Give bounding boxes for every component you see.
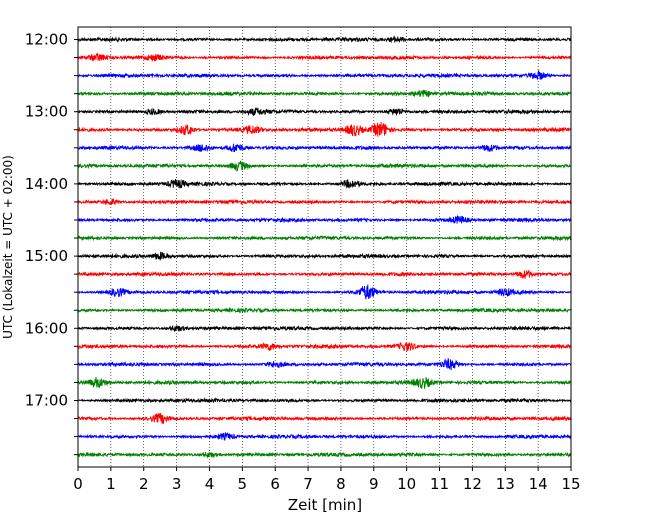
trace-1530	[77, 284, 572, 300]
x-tick-label: 11	[430, 475, 449, 493]
x-tick-label: 12	[463, 475, 482, 493]
y-tick-label: 16:00	[25, 319, 68, 337]
y-tick-label: 17:00	[25, 392, 68, 410]
trace-1730	[77, 431, 572, 441]
x-axis: 0 1 2 3 4 5 6 7 8 9 10 11 12 13 14 15	[73, 467, 581, 493]
x-tick-label: 2	[139, 475, 149, 493]
trace-1445	[77, 234, 572, 242]
trace-1215	[77, 52, 572, 62]
trace-1345	[77, 160, 572, 172]
trace-1515	[77, 269, 572, 279]
trace-1715	[77, 413, 572, 424]
trace-1545	[77, 306, 572, 314]
y-tick-label: 12:00	[25, 31, 68, 49]
trace-1415	[77, 198, 572, 206]
x-tick-label: 14	[529, 475, 548, 493]
trace-1600	[77, 324, 572, 333]
trace-1230	[77, 69, 572, 81]
x-tick-label: 9	[369, 475, 379, 493]
x-tick-label: 13	[496, 475, 515, 493]
y-tick-label: 14:00	[25, 175, 68, 193]
x-tick-label: 10	[397, 475, 416, 493]
x-tick-label: 5	[238, 475, 248, 493]
trace-1300	[77, 107, 572, 117]
vertical-grid	[110, 27, 539, 467]
trace-1700	[77, 397, 572, 404]
x-tick-label: 7	[303, 475, 313, 493]
y-tick-label: 15:00	[25, 247, 68, 265]
trace-1645	[77, 377, 572, 390]
x-tick-label: 4	[205, 475, 215, 493]
x-tick-label: 8	[336, 475, 346, 493]
trace-group	[77, 35, 572, 459]
x-tick-label: 3	[172, 475, 182, 493]
y-axis-label: UTC (Lokalzeit = UTC + 02:00)	[1, 155, 15, 339]
trace-1630	[77, 358, 572, 371]
x-tick-label: 0	[73, 475, 83, 493]
x-tick-label: 1	[106, 475, 116, 493]
trace-1315	[77, 121, 572, 137]
x-tick-label: 15	[561, 475, 580, 493]
trace-1245	[77, 89, 572, 98]
y-tick-label: 13:00	[25, 103, 68, 121]
trace-1745	[77, 451, 572, 459]
trace-1400	[77, 178, 572, 189]
trace-1200	[77, 35, 572, 44]
trace-1330	[77, 143, 572, 153]
plot-frame	[77, 26, 572, 468]
trace-1430	[77, 215, 572, 224]
trace-1500	[77, 251, 572, 261]
x-axis-label: Zeit [min]	[288, 496, 362, 514]
trace-1615	[77, 341, 572, 352]
x-tick-label: 6	[270, 475, 280, 493]
y-axis: 12:00 13:00 14:00 15:00 16:00 17:00	[25, 31, 78, 456]
